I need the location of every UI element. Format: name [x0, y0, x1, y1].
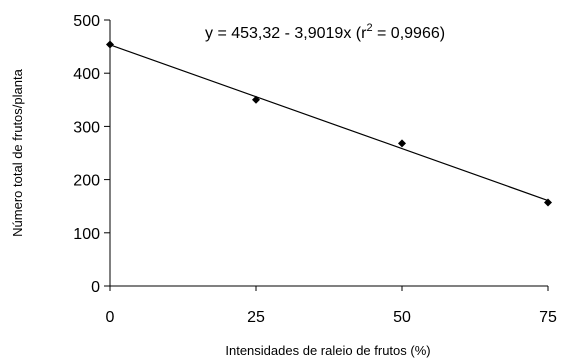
- equation-suffix: = 0,9966): [373, 25, 446, 42]
- y-tick-label: 400: [73, 66, 100, 83]
- x-tick-label: 0: [106, 309, 115, 326]
- data-points: [106, 40, 552, 207]
- x-ticks: 0 25 50 75: [106, 286, 557, 326]
- x-axis-title: Intensidades de raleio de frutos (%): [225, 343, 430, 358]
- trendline: [109, 44, 549, 202]
- x-tick-label: 25: [247, 309, 265, 326]
- y-tick-label: 500: [73, 13, 100, 30]
- y-tick-label: 200: [73, 173, 100, 190]
- data-point: [544, 198, 552, 207]
- y-tick-label: 300: [73, 119, 100, 136]
- data-point: [106, 40, 114, 49]
- x-axis: 0 25 50 75: [106, 285, 557, 326]
- equation-sup: 2: [366, 22, 372, 34]
- data-point: [398, 139, 406, 148]
- y-tick-label: 0: [91, 279, 100, 296]
- x-tick-label: 75: [539, 309, 557, 326]
- x-tick-label: 50: [393, 309, 411, 326]
- y-axis: 0 100 200 300 400 500: [73, 13, 111, 296]
- y-ticks: 0 100 200 300 400 500: [73, 13, 110, 296]
- trendline-equation: y = 453,32 - 3,9019x (r2 = 0,9966): [205, 22, 445, 42]
- y-tick-label: 100: [73, 226, 100, 243]
- equation-prefix: y = 453,32 - 3,9019x (r: [205, 25, 367, 42]
- data-point: [252, 95, 260, 104]
- y-axis-title: Número total de frutos/planta: [10, 68, 25, 236]
